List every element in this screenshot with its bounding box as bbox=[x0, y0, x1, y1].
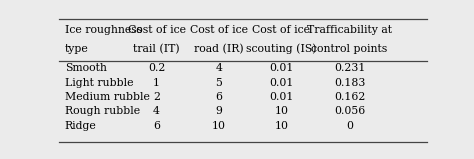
Text: 2: 2 bbox=[153, 92, 160, 102]
Text: Cost of ice: Cost of ice bbox=[253, 25, 310, 35]
Text: 0.2: 0.2 bbox=[148, 63, 165, 73]
Text: 5: 5 bbox=[216, 78, 222, 88]
Text: 0: 0 bbox=[346, 121, 353, 131]
Text: 0.162: 0.162 bbox=[334, 92, 365, 102]
Text: 4: 4 bbox=[216, 63, 222, 73]
Text: 0.01: 0.01 bbox=[269, 92, 294, 102]
Text: 6: 6 bbox=[216, 92, 223, 102]
Text: type: type bbox=[65, 44, 89, 54]
Text: trail (IT): trail (IT) bbox=[133, 44, 180, 54]
Text: control points: control points bbox=[311, 44, 388, 54]
Text: Cost of ice: Cost of ice bbox=[190, 25, 248, 35]
Text: 0.01: 0.01 bbox=[269, 78, 294, 88]
Text: 6: 6 bbox=[153, 121, 160, 131]
Text: Smooth: Smooth bbox=[65, 63, 107, 73]
Text: Ice roughness: Ice roughness bbox=[65, 25, 142, 35]
Text: 0.183: 0.183 bbox=[334, 78, 365, 88]
Text: 0.231: 0.231 bbox=[334, 63, 365, 73]
Text: 0.056: 0.056 bbox=[334, 107, 365, 117]
Text: Trafficability at: Trafficability at bbox=[307, 25, 392, 35]
Text: Cost of ice: Cost of ice bbox=[128, 25, 186, 35]
Text: scouting (IS): scouting (IS) bbox=[246, 44, 317, 54]
Text: Rough rubble: Rough rubble bbox=[65, 107, 140, 117]
Text: 0.01: 0.01 bbox=[269, 63, 294, 73]
Text: 4: 4 bbox=[153, 107, 160, 117]
Text: 10: 10 bbox=[274, 121, 289, 131]
Text: Ridge: Ridge bbox=[65, 121, 97, 131]
Text: 10: 10 bbox=[274, 107, 289, 117]
Text: 10: 10 bbox=[212, 121, 226, 131]
Text: 9: 9 bbox=[216, 107, 222, 117]
Text: road (IR): road (IR) bbox=[194, 44, 244, 54]
Text: 1: 1 bbox=[153, 78, 160, 88]
Text: Medium rubble: Medium rubble bbox=[65, 92, 150, 102]
Text: Light rubble: Light rubble bbox=[65, 78, 133, 88]
